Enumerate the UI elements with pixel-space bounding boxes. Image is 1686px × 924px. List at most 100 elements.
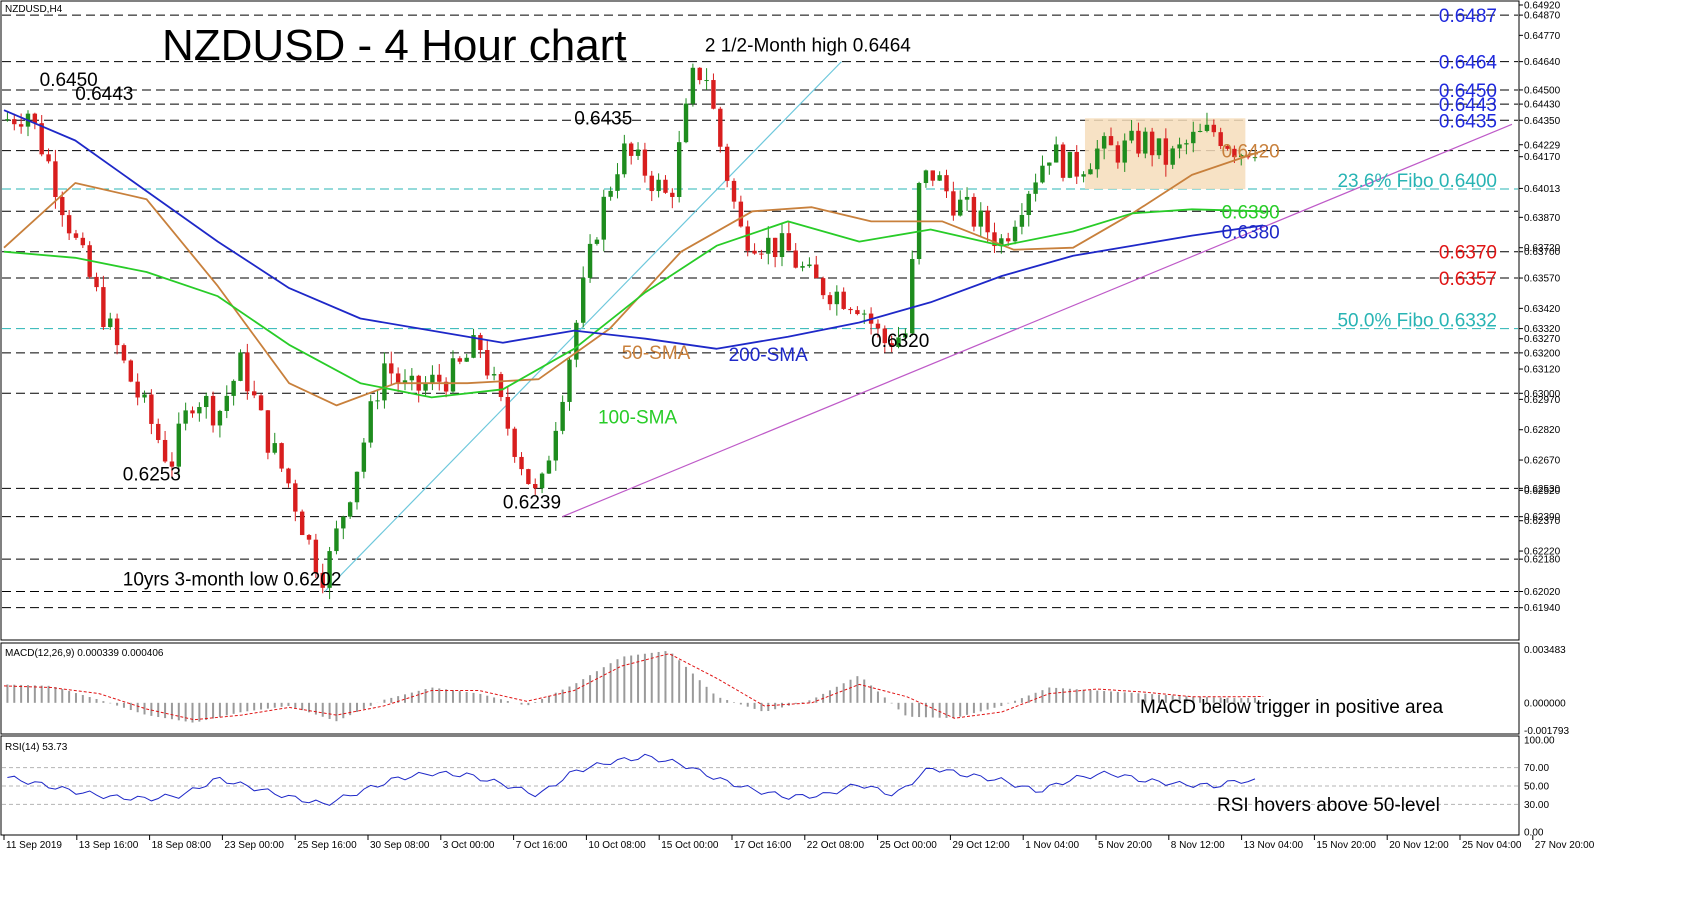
candle-body bbox=[526, 469, 531, 485]
x-tick-label: 15 Nov 20:00 bbox=[1316, 840, 1376, 851]
candle-body bbox=[423, 384, 428, 391]
macd-tick-label: -0.001793 bbox=[1524, 726, 1569, 737]
candle-body bbox=[539, 473, 545, 489]
y-tick-label: 0.64770 bbox=[1524, 31, 1561, 42]
candle-body bbox=[1005, 238, 1011, 242]
candle-body bbox=[1026, 193, 1031, 215]
candle-body bbox=[670, 192, 675, 197]
candle-body bbox=[485, 349, 490, 376]
candle-body bbox=[1143, 131, 1148, 154]
candle-body bbox=[156, 423, 161, 440]
candle-body bbox=[951, 191, 956, 216]
candle-body bbox=[80, 237, 86, 246]
price-label: 0.6357 bbox=[1439, 269, 1497, 290]
y-tick-label: 0.63120 bbox=[1524, 365, 1561, 376]
main-panel bbox=[0, 0, 1520, 641]
fibo-label: 50.0% Fibo 0.6332 bbox=[1337, 311, 1497, 332]
candle-body bbox=[745, 226, 750, 251]
candle-body bbox=[1040, 165, 1045, 183]
rsi-tick-label: 70.00 bbox=[1524, 763, 1549, 774]
candle-body bbox=[1095, 148, 1100, 170]
candle-body bbox=[443, 381, 449, 392]
rsi-tick-label: 100.00 bbox=[1524, 736, 1555, 747]
annotation-label: 100-SMA bbox=[598, 408, 678, 429]
candle-body bbox=[389, 363, 394, 374]
candle-body bbox=[1060, 144, 1066, 178]
price-label: 0.6435 bbox=[1439, 111, 1497, 132]
candle-body bbox=[12, 119, 17, 125]
candle-body bbox=[347, 502, 353, 517]
candle-body bbox=[135, 381, 140, 398]
candle-body bbox=[567, 359, 572, 402]
candle-body bbox=[820, 278, 826, 296]
candle-body bbox=[53, 161, 58, 197]
candle-body bbox=[114, 318, 120, 346]
candle-body bbox=[738, 201, 744, 227]
x-tick-label: 17 Oct 16:00 bbox=[734, 840, 792, 851]
candle-body bbox=[615, 174, 620, 191]
candle-body bbox=[471, 335, 476, 358]
candle-body bbox=[183, 410, 188, 424]
candle-body bbox=[238, 352, 243, 381]
candle-body bbox=[923, 170, 929, 184]
y-tick-label: 0.62530 bbox=[1524, 484, 1561, 495]
candle-body bbox=[519, 456, 524, 470]
x-tick-label: 23 Sep 00:00 bbox=[224, 840, 284, 851]
candle-body bbox=[258, 395, 264, 411]
y-tick-label: 0.62220 bbox=[1524, 547, 1561, 558]
symbol-label: NZDUSD,H4 bbox=[5, 4, 63, 15]
candle-body bbox=[910, 258, 915, 334]
candle-body bbox=[5, 119, 10, 121]
candle-body bbox=[882, 328, 888, 344]
indicator-label: 0.6380 bbox=[1222, 223, 1280, 244]
candle-body bbox=[814, 264, 819, 279]
y-tick-label: 0.62180 bbox=[1524, 555, 1561, 566]
candle-body bbox=[999, 238, 1004, 247]
candle-body bbox=[176, 423, 181, 467]
candle-body bbox=[1081, 174, 1086, 177]
price-label: 0.6443 bbox=[1439, 95, 1497, 116]
candle-body bbox=[1115, 145, 1121, 163]
candle-body bbox=[197, 407, 202, 414]
y-tick-label: 0.62520 bbox=[1524, 486, 1561, 497]
candle-body bbox=[628, 143, 634, 156]
annotation-label: 0.6450 bbox=[40, 70, 98, 91]
candle-body bbox=[210, 395, 216, 426]
annotation-label: 200-SMA bbox=[729, 345, 809, 366]
annotation-label: 0.6443 bbox=[75, 84, 133, 105]
y-tick-label: 0.62390 bbox=[1524, 512, 1561, 523]
candle-body bbox=[498, 374, 504, 397]
candle-body bbox=[834, 291, 840, 305]
candle-body bbox=[375, 400, 380, 402]
price-label: 0.6464 bbox=[1439, 53, 1498, 74]
candle-body bbox=[649, 175, 654, 192]
candle-body bbox=[601, 196, 606, 240]
y-tick-label: 0.63570 bbox=[1524, 274, 1561, 285]
candle-body bbox=[341, 516, 346, 529]
candle-body bbox=[409, 375, 415, 381]
rsi-tick-label: 30.00 bbox=[1524, 800, 1549, 811]
candle-body bbox=[1074, 151, 1079, 177]
candle-body bbox=[574, 322, 579, 360]
candle-body bbox=[368, 401, 373, 443]
candle-body bbox=[1053, 144, 1059, 163]
indicator-label: 0.6420 bbox=[1222, 142, 1280, 163]
candle-body bbox=[608, 190, 613, 197]
candle-body bbox=[190, 410, 195, 414]
candle-body bbox=[978, 210, 983, 227]
x-tick-label: 29 Oct 12:00 bbox=[952, 840, 1010, 851]
sma50-line bbox=[3, 149, 1264, 407]
candle-body bbox=[279, 443, 284, 469]
x-tick-label: 13 Sep 16:00 bbox=[79, 840, 139, 851]
annotation-label: 0.6435 bbox=[574, 108, 632, 129]
candle-body bbox=[855, 310, 860, 315]
candle-body bbox=[231, 380, 236, 396]
y-tick-label: 0.62670 bbox=[1524, 456, 1561, 467]
x-tick-label: 25 Oct 00:00 bbox=[880, 840, 938, 851]
candle-body bbox=[985, 210, 990, 233]
candle-body bbox=[642, 149, 648, 176]
candle-body bbox=[903, 333, 908, 338]
candle-body bbox=[354, 471, 360, 503]
candle-body bbox=[1225, 146, 1230, 149]
